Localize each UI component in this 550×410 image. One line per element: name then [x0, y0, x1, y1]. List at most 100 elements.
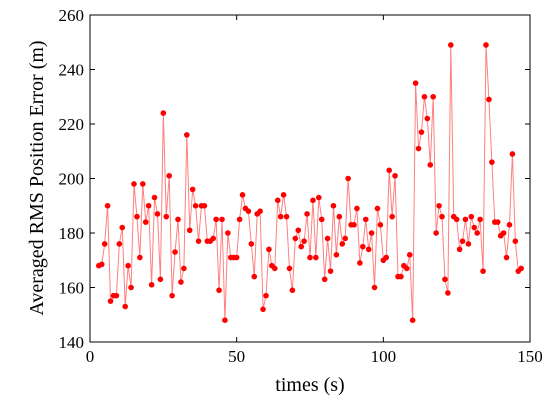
data-point — [398, 273, 404, 280]
x-tick-label: 0 — [86, 347, 95, 366]
data-point — [142, 219, 149, 225]
data-point — [456, 246, 463, 253]
data-point — [489, 159, 495, 165]
data-point — [113, 292, 120, 299]
data-point — [465, 241, 472, 247]
data-point — [415, 145, 422, 152]
data-point — [166, 172, 172, 179]
data-point — [424, 115, 431, 122]
data-point — [263, 292, 269, 299]
data-point — [107, 298, 114, 304]
data-point — [430, 93, 437, 100]
axis-ticks — [89, 14, 531, 343]
data-point — [383, 254, 390, 261]
data-point — [371, 284, 378, 291]
data-point — [316, 194, 322, 201]
data-point — [260, 306, 266, 313]
x-tick-label: 150 — [517, 347, 543, 366]
data-point — [160, 110, 167, 116]
data-point — [377, 222, 384, 228]
data-point — [321, 276, 328, 283]
data-point — [357, 260, 363, 266]
data-point — [318, 216, 325, 223]
data-point — [239, 192, 246, 198]
data-point — [298, 243, 305, 250]
y-tick-label: 200 — [59, 170, 85, 189]
data-point — [280, 192, 287, 198]
data-point — [292, 235, 299, 242]
data-point — [368, 230, 375, 236]
data-point — [409, 317, 416, 324]
data-point — [362, 216, 369, 223]
data-point — [486, 96, 492, 103]
data-point — [181, 265, 187, 272]
data-point — [480, 268, 486, 274]
data-point — [245, 208, 252, 214]
data-point — [360, 243, 366, 250]
data-point — [336, 213, 343, 220]
data-point — [351, 222, 357, 228]
data-point — [392, 172, 398, 179]
data-point — [307, 254, 313, 261]
data-point — [274, 197, 281, 204]
data-point — [421, 93, 428, 100]
data-point — [104, 202, 111, 209]
data-point — [119, 224, 126, 231]
data-point — [225, 230, 231, 236]
data-point — [327, 268, 334, 274]
data-point — [251, 273, 258, 280]
data-point — [494, 219, 501, 225]
data-point — [474, 230, 481, 236]
data-point — [301, 238, 307, 244]
data-point — [151, 194, 158, 201]
data-point — [233, 254, 240, 261]
data-point — [374, 205, 381, 212]
data-point — [433, 230, 439, 236]
data-point — [125, 262, 131, 269]
data-point — [345, 175, 351, 182]
y-axis-label: Averaged RMS Position Error (m) — [26, 40, 48, 315]
data-point — [266, 246, 272, 253]
data-point — [439, 213, 445, 220]
data-point — [406, 252, 413, 258]
data-point — [286, 265, 293, 272]
data-point — [436, 202, 442, 209]
data-point — [389, 213, 395, 220]
data-point — [163, 213, 170, 220]
data-point — [154, 211, 161, 217]
data-point — [304, 211, 310, 217]
data-point — [418, 129, 425, 135]
data-point — [453, 216, 460, 223]
axis-tick-labels: 0 50 100 150 140 160 180 200 220 240 260 — [59, 6, 543, 366]
data-point — [448, 42, 454, 48]
data-point — [459, 238, 466, 244]
data-point — [471, 224, 478, 231]
data-point — [122, 303, 128, 310]
data-point — [462, 216, 469, 223]
data-point — [339, 241, 346, 247]
data-point — [184, 132, 190, 138]
x-axis-label: times (s) — [275, 374, 344, 396]
data-point — [248, 241, 255, 247]
data-point — [201, 202, 208, 209]
data-point — [189, 186, 196, 193]
data-point — [313, 254, 319, 261]
y-tick-label: 160 — [59, 279, 85, 298]
data-point — [236, 216, 243, 223]
data-point — [503, 254, 510, 261]
data-point — [175, 216, 181, 223]
data-point — [512, 238, 519, 244]
data-point — [442, 276, 448, 283]
data-points — [96, 42, 524, 324]
data-point — [310, 197, 316, 204]
data-point — [195, 238, 202, 244]
data-point — [342, 235, 349, 242]
plot-frame — [89, 14, 531, 343]
data-point — [500, 230, 507, 236]
data-point — [131, 181, 137, 187]
data-point — [289, 287, 296, 294]
data-point — [213, 216, 219, 223]
data-point — [222, 317, 228, 324]
data-point — [354, 205, 360, 212]
